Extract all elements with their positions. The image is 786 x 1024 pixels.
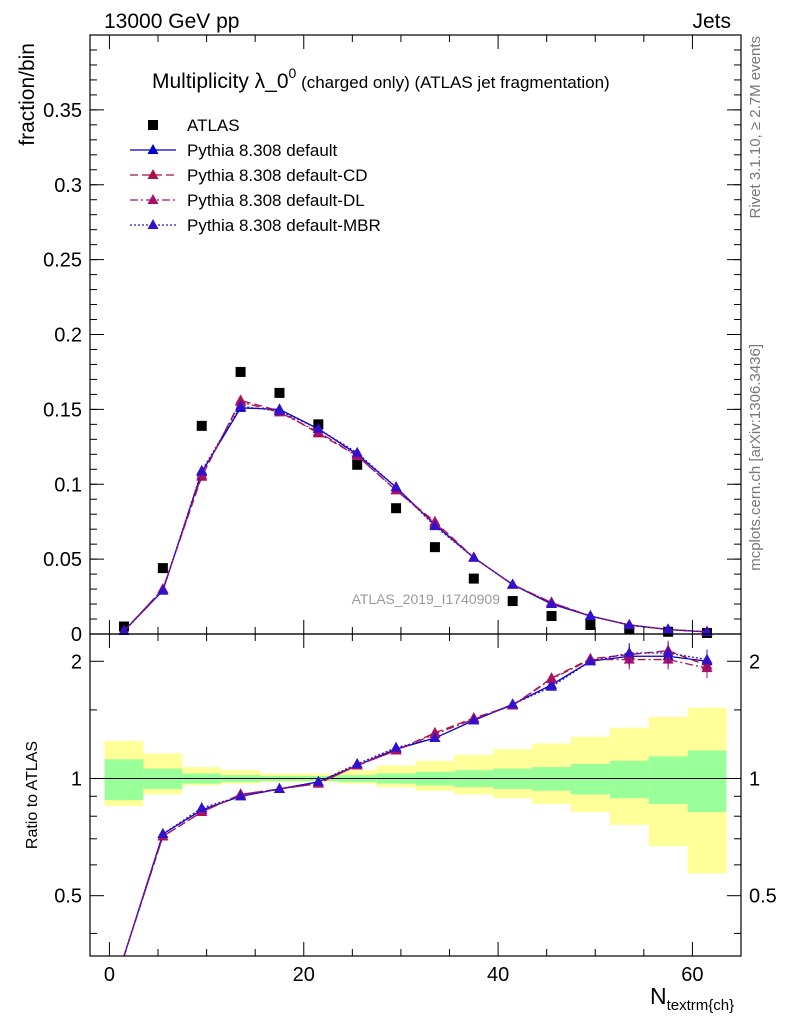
y-axis-label-main: fraction/bin — [16, 43, 39, 146]
atlas-point-9 — [468, 573, 479, 584]
atlas-point-8 — [429, 542, 440, 553]
main-ytick-label-0: 0 — [71, 624, 82, 646]
legend-label-0: ATLAS — [187, 116, 240, 135]
ratio-marker-s3-10 — [507, 698, 519, 709]
main-marker-s4-5 — [312, 422, 324, 433]
legend-label-2: Pythia 8.308 default-CD — [187, 166, 368, 185]
ratio-ytick-label-2: 2 — [71, 651, 82, 673]
header-left: 13000 GeV pp — [104, 10, 239, 33]
chart-title-sup: 0 — [289, 65, 297, 81]
legend-label-4: Pythia 8.308 default-MBR — [187, 216, 381, 235]
xtick-label-0: 0 — [104, 964, 115, 986]
ratio-marker-s3-5 — [312, 775, 324, 786]
x-axis-label-main: N — [650, 983, 667, 1009]
side-label-mcplots: mcplots.cern.ch [arXiv:1306.3436] — [747, 344, 764, 571]
main-ytick-label-5: 0.25 — [43, 250, 82, 272]
main-marker-s4-13 — [623, 619, 635, 630]
main-ytick-label-7: 0.35 — [43, 100, 82, 122]
ratio-ytick-label-right-2: 2 — [749, 651, 760, 673]
ratio-ytick-label-right-1: 1 — [749, 768, 760, 790]
chart-title-main: Multiplicity λ_0 — [152, 70, 289, 93]
main-marker-s4-3 — [235, 400, 247, 411]
main-ytick-label-3: 0.15 — [43, 399, 82, 421]
atlas-point-11 — [546, 611, 557, 622]
main-marker-s4-9 — [468, 551, 480, 562]
main-marker-s4-10 — [507, 578, 519, 589]
main-marker-s4-6 — [351, 446, 363, 457]
legend-marker-4 — [147, 219, 159, 229]
ratio-marker-s3-9 — [468, 714, 480, 725]
legend-label-1: Pythia 8.308 default — [187, 141, 338, 160]
atlas-point-10 — [507, 596, 518, 607]
legend-marker-1 — [147, 144, 159, 154]
atlas-point-13 — [624, 624, 635, 635]
main-marker-s4-11 — [546, 598, 558, 609]
ratio-marker-s3-4 — [273, 782, 285, 793]
ratio-marker-s3-7 — [390, 741, 402, 752]
band-green-13 — [609, 760, 649, 799]
atlas-point-2 — [196, 420, 207, 431]
ratio-marker-s3-1 — [157, 828, 169, 839]
main-line-series-4 — [123, 405, 708, 633]
ratio-marker-s3-3 — [235, 790, 247, 801]
legend-label-3: Pythia 8.308 default-DL — [187, 191, 365, 210]
main-ytick-label-2: 0.1 — [54, 474, 82, 496]
band-green-15 — [687, 750, 727, 813]
main-ytick-label-6: 0.3 — [54, 175, 82, 197]
main-marker-s4-4 — [273, 404, 285, 415]
x-axis-label: Ntextrm{ch} — [650, 983, 734, 1014]
ratio-marker-s3-6 — [351, 757, 363, 768]
header-right: Jets — [692, 10, 731, 33]
atlas-point-4 — [274, 387, 285, 398]
ratio-marker-s2-11 — [546, 673, 558, 684]
band-green-0 — [104, 759, 144, 801]
axes: 00.050.10.150.20.250.30.350.5 0.51 12 20 20 4… — [43, 34, 777, 986]
ratio-marker-s3-12 — [584, 655, 596, 666]
xtick-label-2: 40 — [487, 964, 509, 986]
band-green-12 — [570, 763, 610, 795]
atlas-point-12 — [585, 620, 596, 631]
xtick-label-1: 20 — [293, 964, 315, 986]
legend-marker-2 — [147, 169, 159, 179]
ratio-marker-s3-2 — [196, 801, 208, 812]
ratio-uncertainty-bands — [90, 707, 741, 874]
atlas-point-1 — [157, 563, 168, 574]
y-axis-label-ratio: Ratio to ATLAS — [24, 741, 41, 849]
main-marker-s4-14 — [662, 623, 674, 634]
side-label-rivet: Rivet 3.1.10, ≥ 2.7M events — [747, 36, 764, 219]
atlas-point-6 — [352, 459, 363, 470]
x-axis-label-sub: textrm{ch} — [667, 997, 735, 1014]
main-marker-s4-0 — [118, 625, 130, 636]
xtick-label-3: 60 — [681, 964, 703, 986]
ratio-plot — [123, 640, 713, 957]
main-ytick-label-1: 0.05 — [43, 549, 82, 571]
atlas-point-3 — [235, 366, 246, 377]
ratio-frame — [89, 633, 742, 957]
ratio-marker-s3-8 — [429, 732, 441, 743]
chart-title: Multiplicity λ_00 (charged only) (ATLAS … — [152, 65, 610, 93]
ratio-line-series-3 — [123, 652, 708, 957]
ratio-ytick-label-right-0: 0.5 — [749, 886, 777, 908]
main-marker-s4-2 — [196, 464, 208, 475]
main-plot — [118, 366, 713, 638]
ratio-line-series-2 — [123, 658, 708, 957]
legend-marker-3 — [147, 194, 159, 204]
main-marker-s4-12 — [584, 610, 596, 621]
main-marker-s4-1 — [157, 584, 169, 595]
band-green-14 — [648, 756, 688, 804]
main-marker-s4-8 — [429, 520, 441, 531]
chart-title-sub: (charged only) (ATLAS jet fragmentation) — [296, 73, 609, 92]
main-ytick-label-4: 0.2 — [54, 325, 82, 347]
main-marker-s4-7 — [390, 481, 402, 492]
ratio-marker-s3-11 — [546, 680, 558, 691]
watermark: ATLAS_2019_I1740909 — [352, 591, 501, 607]
legend-marker-atlas — [148, 120, 158, 130]
legend: ATLAS Pythia 8.308 default Pythia 8.308 de… — [130, 116, 381, 235]
ratio-ytick-label-1: 1 — [71, 768, 82, 790]
atlas-point-7 — [391, 503, 402, 514]
ratio-ytick-label-0: 0.5 — [54, 886, 82, 908]
